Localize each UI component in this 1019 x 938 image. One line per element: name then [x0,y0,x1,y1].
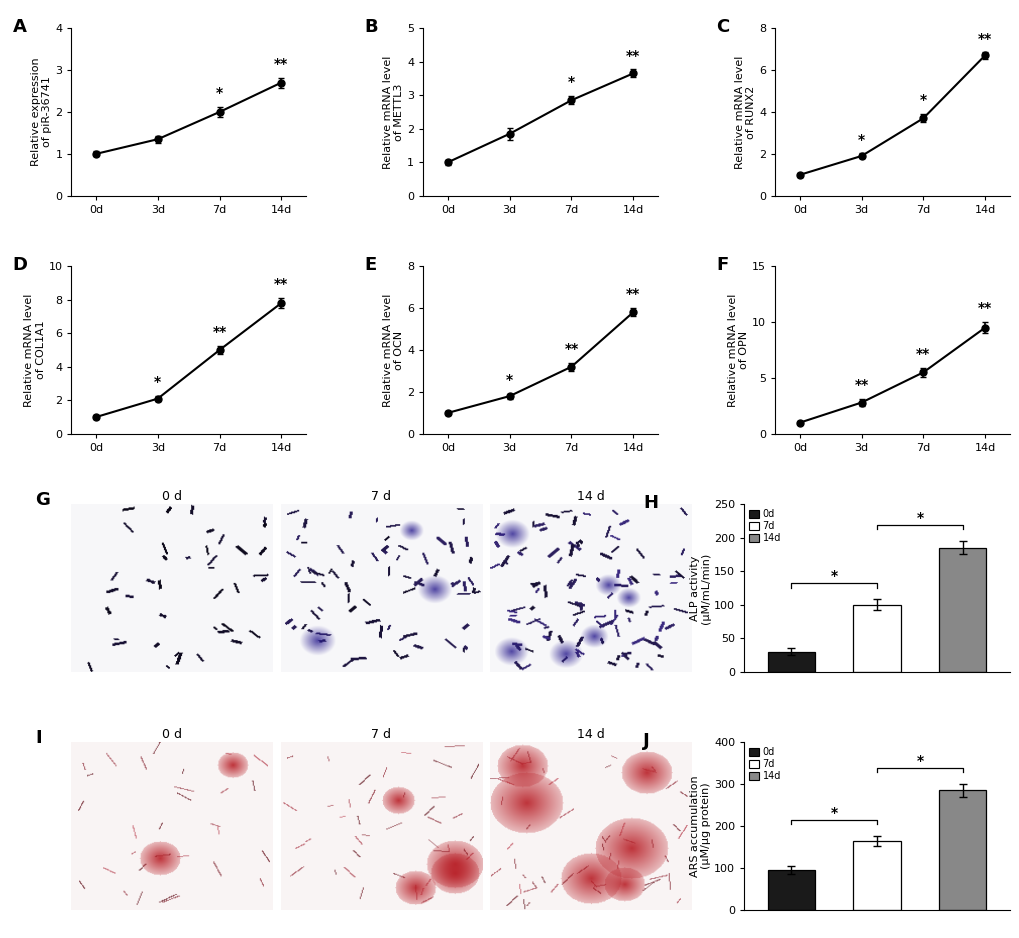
Text: **: ** [212,325,226,340]
Y-axis label: Relative mRNA level
of COL1A1: Relative mRNA level of COL1A1 [24,294,46,407]
Title: 7 d: 7 d [371,728,391,741]
Legend: 0d, 7d, 14d: 0d, 7d, 14d [745,743,785,785]
Y-axis label: ALP activity
(μM/mL/min): ALP activity (μM/mL/min) [689,552,710,624]
Text: **: ** [564,341,578,356]
Text: **: ** [274,57,288,71]
Text: **: ** [977,301,991,315]
Text: G: G [35,491,50,508]
Bar [938,791,985,910]
Text: J: J [643,733,649,750]
Y-axis label: Relative mRNA level
of OCN: Relative mRNA level of OCN [382,294,404,407]
Text: I: I [35,729,42,747]
Text: *: * [829,806,837,820]
Text: **: ** [626,287,640,301]
Text: *: * [216,86,223,100]
Y-axis label: Relative mRNA level
of RUNX2: Relative mRNA level of RUNX2 [734,55,755,169]
Y-axis label: ARS accumulation
(μM/μg protein): ARS accumulation (μM/μg protein) [689,775,710,877]
Text: *: * [857,133,864,146]
Title: 0 d: 0 d [162,728,181,741]
Text: H: H [643,494,657,512]
Title: 7 d: 7 d [371,490,391,503]
Legend: 0d, 7d, 14d: 0d, 7d, 14d [745,506,785,547]
Bar [767,652,814,672]
Y-axis label: Relative mRNA level
of METTL3: Relative mRNA level of METTL3 [382,55,404,169]
Title: 14 d: 14 d [576,728,604,741]
Text: D: D [13,256,28,274]
Text: *: * [919,94,926,107]
Text: **: ** [626,49,640,63]
Title: 14 d: 14 d [576,490,604,503]
Bar [767,870,814,910]
Bar [853,605,900,672]
Text: *: * [915,754,922,768]
Text: **: ** [977,32,991,46]
Text: B: B [365,18,378,36]
Text: *: * [154,375,161,389]
Text: E: E [365,256,377,274]
Bar [853,840,900,910]
Text: *: * [915,511,922,525]
Y-axis label: Relative expression
of piR-36741: Relative expression of piR-36741 [31,57,52,166]
Text: A: A [13,18,26,36]
Text: C: C [716,18,729,36]
Text: *: * [505,373,513,386]
Bar [938,548,985,672]
Text: **: ** [854,378,868,392]
Y-axis label: Relative mRNA level
of OPN: Relative mRNA level of OPN [728,294,749,407]
Text: **: ** [274,278,288,292]
Text: *: * [829,569,837,583]
Text: F: F [716,256,729,274]
Title: 0 d: 0 d [162,490,181,503]
Text: **: ** [915,347,929,361]
Text: *: * [568,75,575,89]
